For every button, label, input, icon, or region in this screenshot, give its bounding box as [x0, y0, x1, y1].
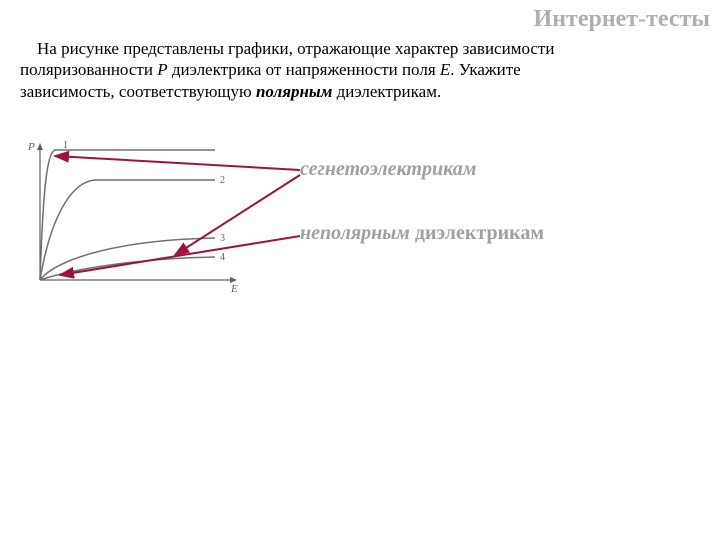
svg-text:1: 1 — [63, 140, 68, 151]
q-line2: поляризованности Р диэлектрика от напряж… — [20, 60, 521, 79]
label-nonpolar: неполярным диэлектрикам — [300, 222, 544, 245]
svg-text:P: P — [27, 141, 35, 153]
label-ferroelectric: сегнетоэлектрикам — [300, 158, 476, 181]
q-line1: На рисунке представлены графики, отражаю… — [20, 39, 554, 58]
chart: P E 1 2 3 4 — [15, 140, 245, 295]
svg-text:3: 3 — [220, 233, 225, 244]
page-header: Интернет-тесты — [534, 6, 710, 33]
q-line3: зависимость, соответствующую полярным ди… — [20, 82, 441, 101]
svg-text:4: 4 — [220, 252, 225, 263]
question-text: На рисунке представлены графики, отражаю… — [20, 38, 700, 102]
svg-text:E: E — [230, 283, 238, 295]
svg-text:2: 2 — [220, 175, 225, 186]
